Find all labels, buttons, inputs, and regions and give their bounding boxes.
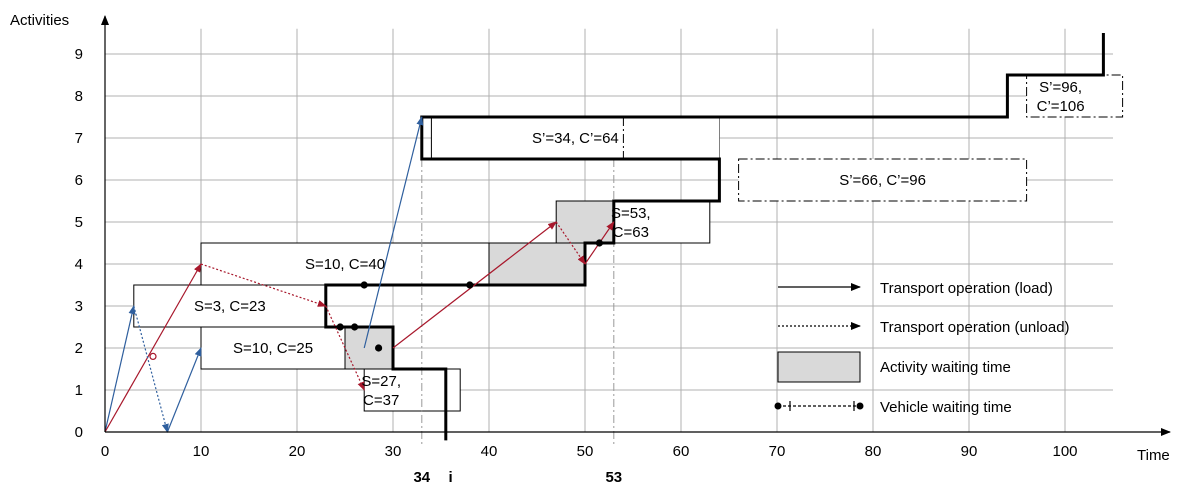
transport-arrows (104, 116, 615, 433)
x-tick-label: 100 (1052, 443, 1077, 460)
legend-load-label: Transport operation (load) (880, 280, 1053, 297)
y-tick-label: 6 (75, 172, 83, 189)
transport-load-arrow (363, 116, 424, 349)
legend-vehicle-wait-symbol (774, 401, 864, 411)
transport-load-arrow (166, 347, 202, 433)
transport-load-arrow (392, 221, 557, 349)
x-tick-label: 50 (577, 443, 594, 460)
transport-unload-arrow (555, 221, 586, 265)
x-tick-label: 30 (385, 443, 402, 460)
x-tick-label: 60 (673, 443, 690, 460)
y-tick-label: 9 (75, 46, 83, 63)
activity-waiting-box (344, 326, 394, 370)
activity-box (200, 326, 346, 370)
activity-box-dashed-part (623, 118, 720, 158)
vehicle-wait-marker (595, 239, 604, 247)
legend-vehicle-wait-label: Vehicle waiting time (880, 399, 1012, 416)
activity-label: S’=66, C’=96 (839, 172, 926, 189)
activity-label: C=37 (363, 392, 399, 409)
y-axis-title: Activities (10, 12, 69, 29)
x-tick-label: 10 (193, 443, 210, 460)
activity-box (200, 242, 490, 286)
activity-label: S=3, C=23 (194, 298, 266, 315)
x-tick-label: 0 (101, 443, 109, 460)
vehicle-wait-marker (336, 323, 344, 331)
activity-box (613, 200, 711, 244)
y-tick-label: 8 (75, 88, 83, 105)
critical-path (324, 33, 1105, 441)
legend-waiting-box-symbol (777, 351, 861, 383)
legend: Transport operation (load) Transport ope… (774, 280, 1070, 416)
activity-waiting-box (555, 200, 615, 244)
activity-box (738, 158, 1028, 202)
marked-time-label: 53 (605, 469, 622, 486)
transport-unload-arrow (325, 305, 365, 391)
y-tick-label: 5 (75, 214, 83, 231)
y-tick-label: 4 (75, 256, 83, 273)
transport-unload-arrow (133, 305, 169, 433)
y-tick-label: 2 (75, 340, 83, 357)
activity-label: C=63 (613, 224, 649, 241)
x-tick-label: 70 (769, 443, 786, 460)
marked-time-label: 34 (413, 469, 430, 486)
y-tick-label: 3 (75, 298, 83, 315)
legend-waiting-label: Activity waiting time (880, 359, 1011, 376)
x-axis-title: Time (1137, 447, 1170, 464)
vehicle-wait-marker (375, 344, 383, 352)
activity-label: C’=106 (1037, 98, 1085, 115)
activity-boxes (133, 74, 1124, 412)
activity-box (363, 368, 461, 412)
activity-label: S=10, C=40 (305, 256, 385, 273)
transport-load-arrow (104, 305, 136, 433)
transport-unload-arrow (200, 263, 327, 307)
vehicle-wait-marker (466, 281, 474, 289)
activity-label: S=27, (361, 373, 401, 390)
activity-label: S’=34, C’=64 (532, 130, 619, 147)
transport-load-arrow (104, 263, 202, 433)
marked-time-label: i (449, 469, 453, 486)
vehicle-wait-markers (149, 239, 604, 360)
vehicle-wait-marker (149, 352, 157, 360)
activity-labels: S=3, C=23 S=10, C=25 S=10, C=40 S=27, C=37 S=… (194, 79, 1085, 409)
x-tick-label: 20 (289, 443, 306, 460)
activity-label: S=10, C=25 (233, 340, 313, 357)
x-tick-label: 40 (481, 443, 498, 460)
activity-label: S’=96, (1039, 79, 1082, 96)
legend-unload-label: Transport operation (unload) (880, 319, 1070, 336)
y-tick-label: 7 (75, 130, 83, 147)
x-tick-label: 90 (961, 443, 978, 460)
vehicle-wait-marker (351, 323, 359, 331)
y-tick-label: 0 (75, 424, 83, 441)
x-tick-label: 80 (865, 443, 882, 460)
activity-label: S=53, (611, 205, 651, 222)
y-tick-label: 1 (75, 382, 83, 399)
activity-waiting-box (488, 242, 586, 286)
vehicle-wait-marker (360, 281, 368, 289)
critical-path-line (324, 33, 1105, 441)
